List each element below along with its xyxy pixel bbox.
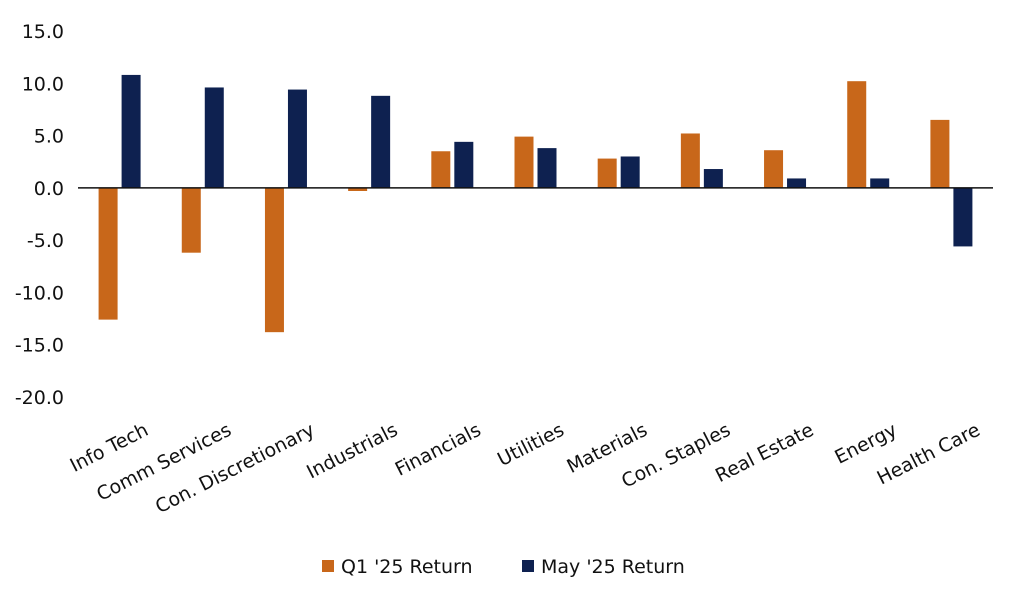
bar-q1-0: [98, 187, 118, 320]
bar-q1-4: [431, 151, 451, 188]
y-tick-label: 0.0: [34, 178, 64, 200]
bar-q1-2: [264, 187, 284, 333]
y-tick-label: 5.0: [34, 126, 64, 148]
bar-may-7: [703, 169, 723, 188]
x-category-label: Utilities: [494, 419, 568, 471]
bar-q1-9: [847, 81, 867, 188]
bar-may-5: [537, 148, 557, 188]
y-tick-label: -20.0: [15, 387, 64, 409]
bar-series: [98, 74, 973, 333]
legend-label-may: May '25 Return: [541, 556, 685, 578]
y-axis-ticks: 15.0 10.0 5.0 0.0 -5.0 -10.0 -15.0 -20.0: [15, 21, 64, 409]
y-tick-label: 10.0: [22, 73, 64, 95]
bar-q1-5: [514, 136, 534, 188]
legend-swatch-may: [522, 560, 534, 572]
bar-may-10: [953, 187, 973, 247]
bar-may-6: [620, 156, 640, 188]
y-tick-label: -5.0: [27, 230, 64, 252]
bar-q1-7: [680, 133, 700, 188]
bar-may-1: [204, 87, 224, 188]
legend: Q1 '25 Return May '25 Return: [322, 556, 685, 578]
y-tick-label: -15.0: [15, 335, 64, 357]
bar-may-4: [454, 141, 474, 188]
x-category-label: Con. Discretionary: [152, 419, 318, 518]
x-category-label: Financials: [392, 419, 485, 481]
bar-may-8: [787, 178, 807, 188]
bar-q1-10: [930, 119, 950, 188]
bar-q1-6: [597, 158, 617, 188]
bar-q1-1: [181, 187, 201, 253]
legend-label-q1: Q1 '25 Return: [341, 556, 473, 578]
bar-q1-3: [348, 187, 368, 191]
bar-may-0: [121, 74, 141, 188]
bar-may-2: [287, 89, 307, 188]
y-tick-label: 15.0: [22, 21, 64, 43]
legend-swatch-q1: [322, 560, 334, 572]
bar-q1-8: [764, 150, 784, 188]
x-category-label: Industrials: [303, 419, 401, 484]
bar-may-9: [870, 178, 890, 188]
y-tick-label: -10.0: [15, 282, 64, 304]
bar-may-3: [371, 95, 391, 188]
